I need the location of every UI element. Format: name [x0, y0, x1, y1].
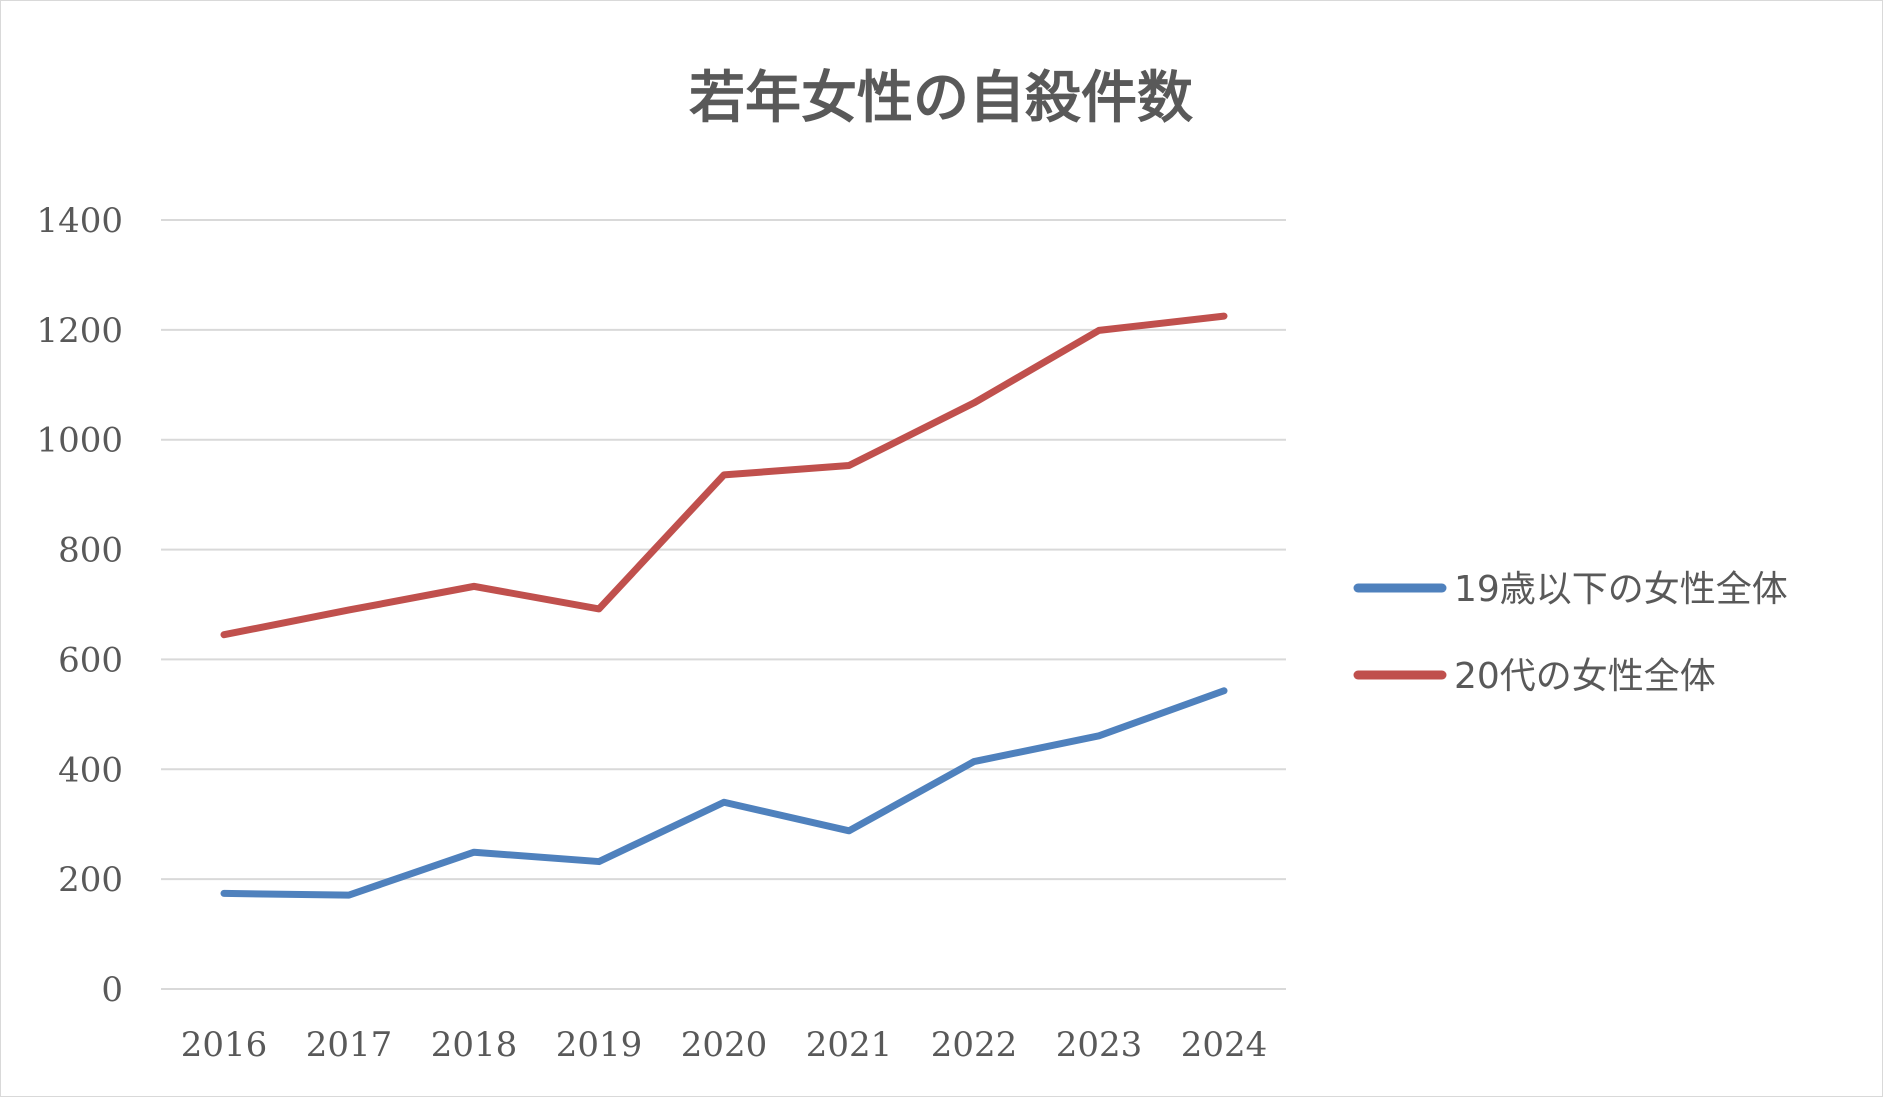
legend-label: 20代の女性全体: [1454, 656, 1716, 697]
x-tick-label: 2019: [556, 1025, 643, 1065]
series-line-2: [220, 312, 1228, 639]
y-tick-label: 1000: [36, 421, 123, 461]
y-tick-label: 1400: [36, 201, 123, 241]
y-tick-label: 0: [101, 970, 123, 1010]
x-tick-label: 2023: [1056, 1025, 1143, 1065]
y-tick-label: 1200: [36, 311, 123, 351]
y-tick-label: 200: [58, 860, 123, 900]
y-tick-label: 800: [58, 531, 123, 571]
x-axis-ticks: 2016 2017 2018 2019 2020 2021 2022 2023 2024: [181, 1025, 1268, 1065]
x-tick-label: 2021: [806, 1025, 893, 1065]
x-tick-label: 2017: [306, 1025, 393, 1065]
legend: 19歳以下の女性全体 20代の女性全体: [1353, 569, 1788, 697]
y-tick-label: 400: [58, 750, 123, 790]
series-line-1: [220, 687, 1228, 899]
gridlines: [161, 219, 1286, 990]
legend-label: 19歳以下の女性全体: [1454, 569, 1788, 610]
x-tick-label: 2018: [431, 1025, 518, 1065]
x-tick-label: 2022: [931, 1025, 1018, 1065]
x-tick-label: 2020: [681, 1025, 768, 1065]
y-tick-label: 600: [58, 640, 123, 680]
plot-series: [220, 312, 1228, 899]
x-tick-label: 2024: [1181, 1025, 1268, 1065]
y-axis-ticks: 0 200 400 600 800 1000 1200 1400: [36, 201, 123, 1010]
chart-title: 若年女性の自殺件数: [689, 66, 1193, 131]
x-tick-label: 2016: [181, 1025, 268, 1065]
